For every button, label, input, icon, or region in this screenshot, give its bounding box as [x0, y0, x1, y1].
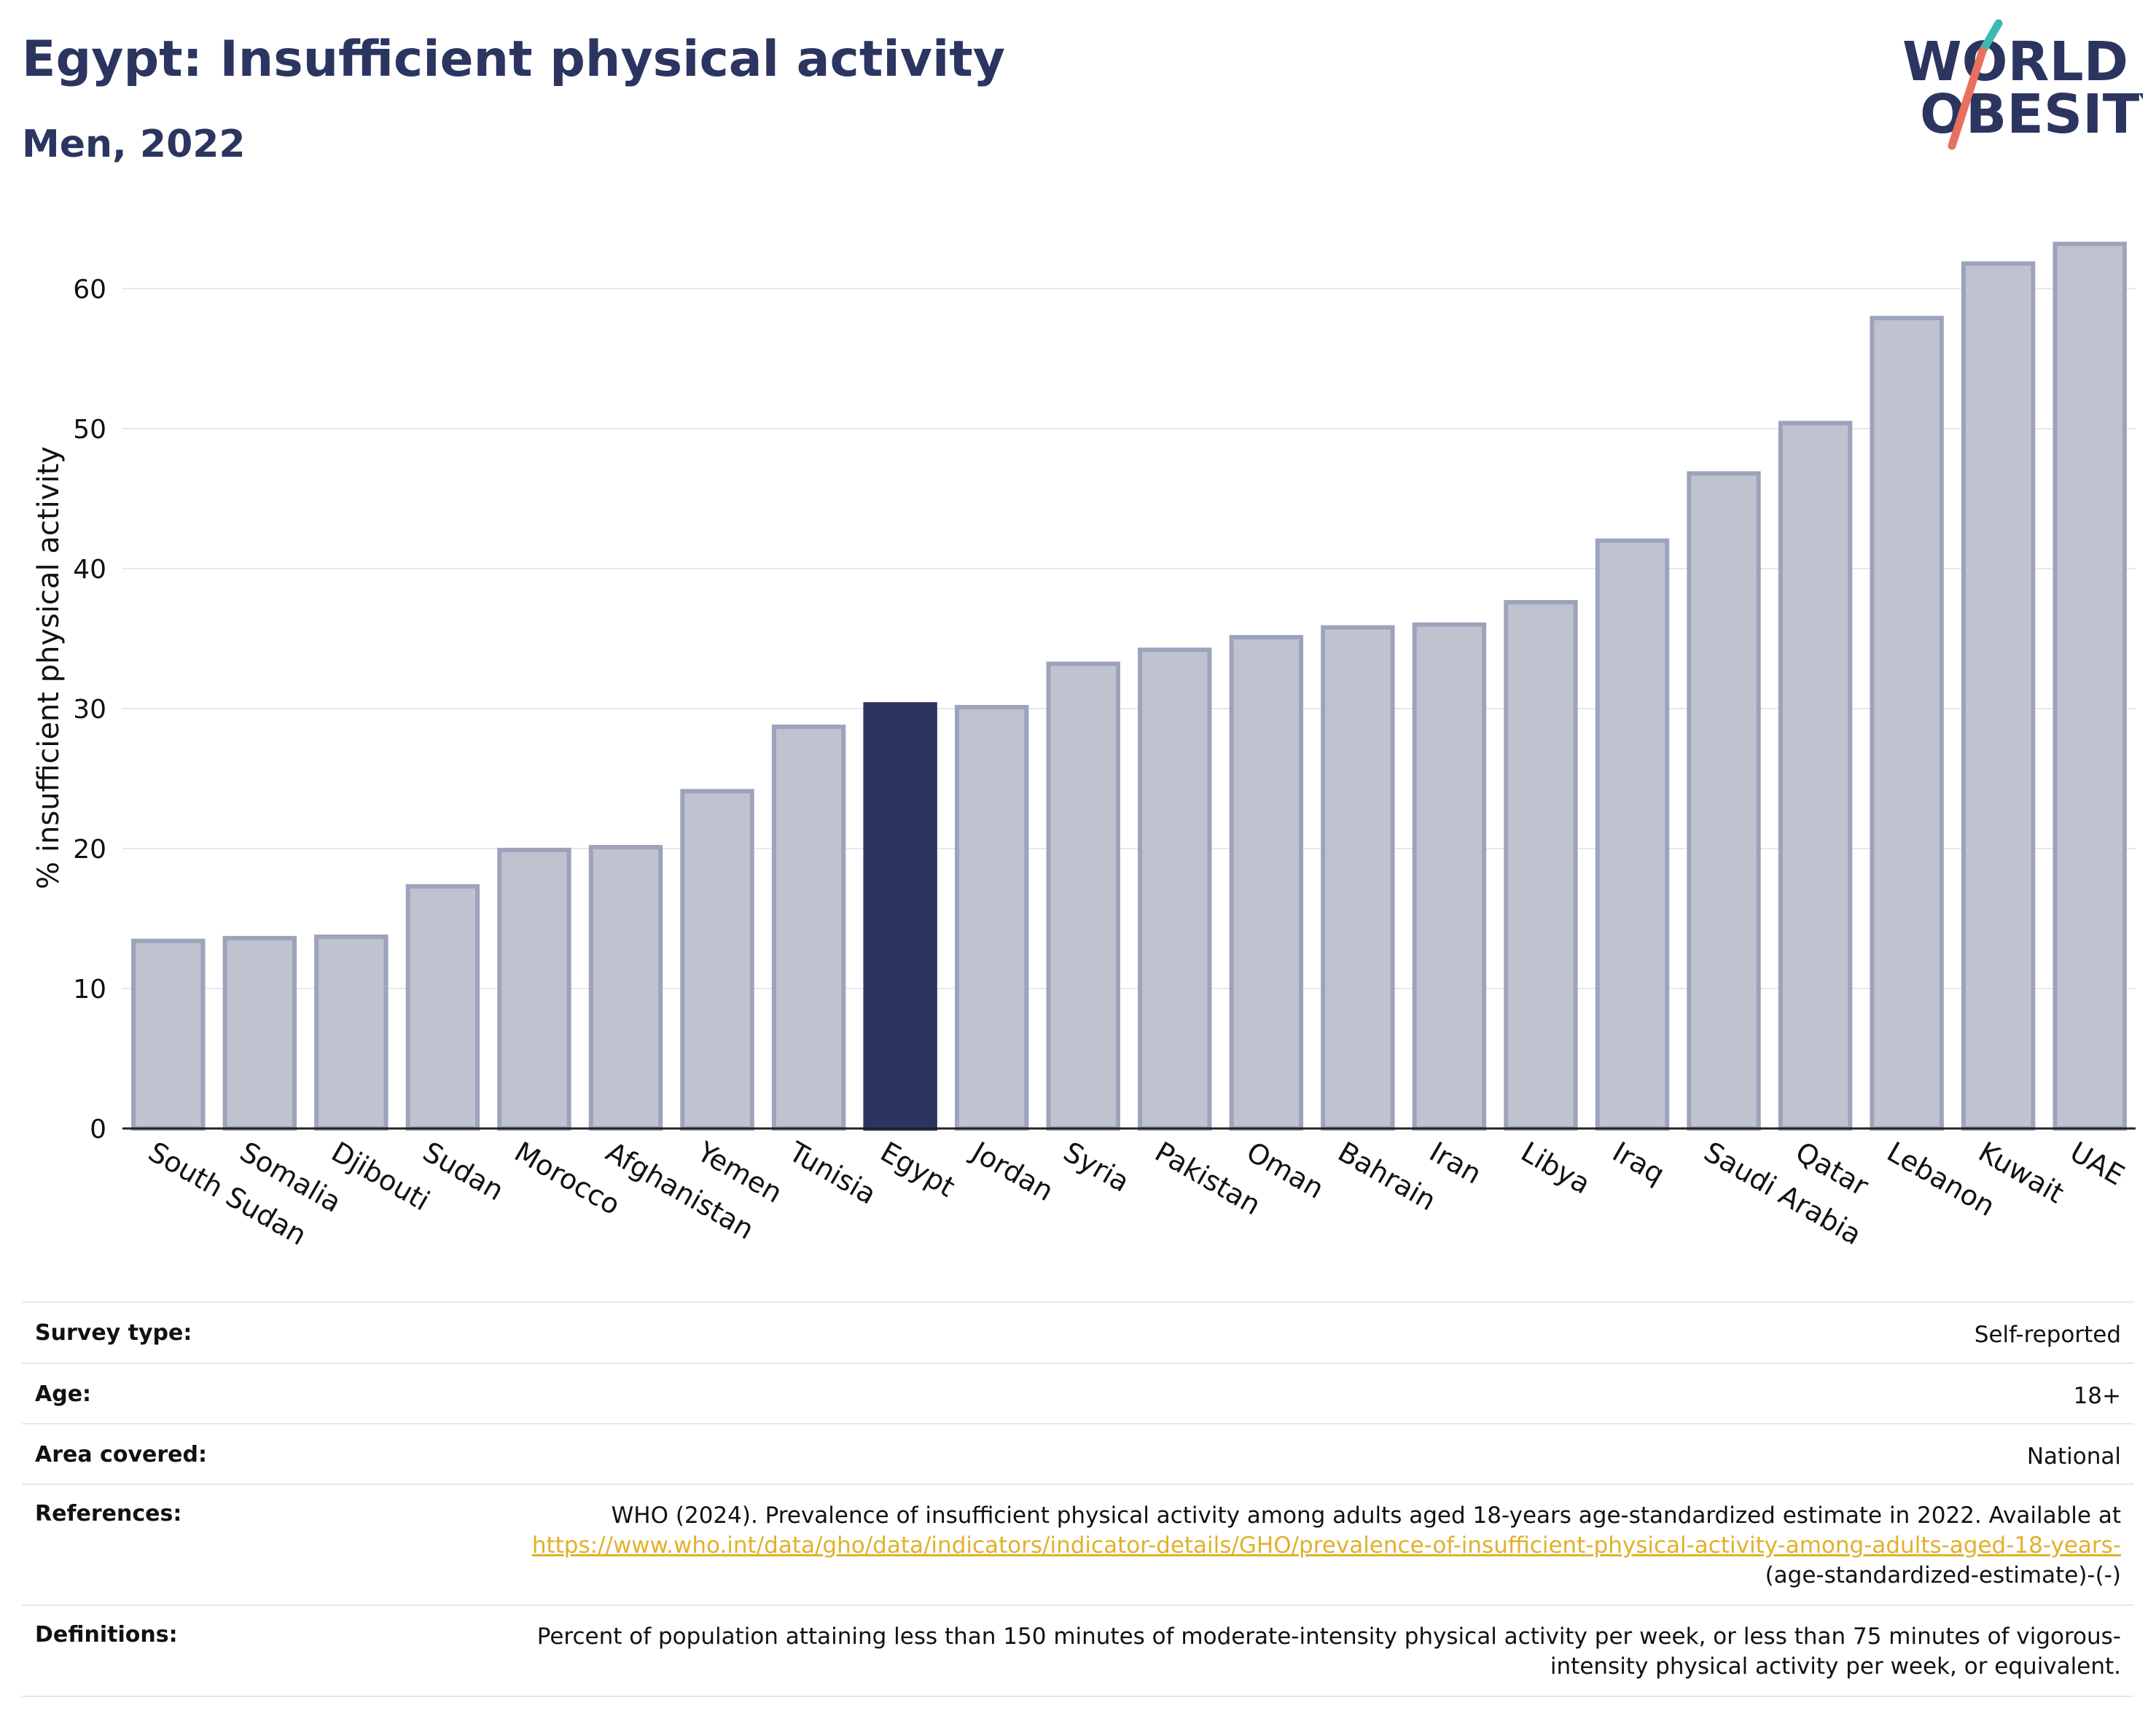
- y-tick-label: 50: [73, 415, 106, 445]
- logo-slash-coral: [1948, 47, 1987, 150]
- bar-libya: [1504, 600, 1578, 1131]
- page-title: Egypt: Insufficient physical activity: [22, 31, 1006, 88]
- meta-value: Percent of population attaining less tha…: [536, 1623, 2121, 1680]
- bar-somalia: [222, 935, 297, 1131]
- world-obesity-logo: WORLD OBESITY: [1902, 19, 2143, 150]
- bar-layer: [131, 241, 2127, 1131]
- bar-pakistan: [1138, 647, 1212, 1131]
- meta-row-survey-type: Survey type: Self-reported: [22, 1303, 2134, 1364]
- bar-bahrain: [1321, 625, 1395, 1131]
- reference-text: WHO (2024). Prevalence of insufficient p…: [611, 1502, 2121, 1529]
- bar-egypt: [863, 702, 937, 1131]
- meta-value: Self-reported: [1974, 1322, 2121, 1348]
- meta-value-references: WHO (2024). Prevalence of insufficient p…: [474, 1501, 2121, 1591]
- meta-label: References:: [35, 1501, 182, 1527]
- bar-lebanon: [1870, 316, 1944, 1131]
- meta-row-area-covered: Area covered: National: [22, 1424, 2134, 1485]
- bar-morocco: [497, 847, 571, 1131]
- x-tick-label: Iraq: [1607, 1136, 1670, 1190]
- bar-saudi-arabia: [1687, 471, 1761, 1131]
- metadata-table: Survey type: Self-reported Age: 18+ Area…: [22, 1301, 2134, 1697]
- reference-link[interactable]: https://www.who.int/data/gho/data/indica…: [531, 1532, 2121, 1559]
- y-axis-label: % insufficient physical activity: [32, 446, 66, 889]
- bar-qatar: [1778, 421, 1853, 1131]
- x-tick-label: Iran: [1424, 1136, 1487, 1190]
- bar-tunisia: [771, 724, 846, 1131]
- bar-kuwait: [1961, 261, 2036, 1131]
- y-tick-label: 0: [90, 1115, 106, 1145]
- x-tick-label: Djibouti: [326, 1136, 435, 1217]
- bar-djibouti: [314, 934, 388, 1131]
- meta-value: National: [2026, 1443, 2121, 1470]
- x-tick-label: Bahrain: [1332, 1136, 1441, 1217]
- bar-iran: [1412, 622, 1487, 1131]
- x-tick-label: Libya: [1515, 1136, 1595, 1201]
- page-subtitle: Men, 2022: [22, 122, 246, 166]
- x-tick-label: Egypt: [875, 1136, 961, 1204]
- x-tick-label: Jordan: [965, 1135, 1058, 1208]
- meta-label: Area covered:: [35, 1442, 207, 1467]
- meta-label: Survey type:: [35, 1320, 192, 1346]
- bar-yemen: [680, 789, 754, 1131]
- reference-suffix: (age-standardized-estimate)-(-): [1765, 1562, 2121, 1588]
- bar-jordan: [954, 705, 1029, 1131]
- x-tick-label: UAE: [2065, 1136, 2130, 1192]
- y-tick-label: 20: [73, 835, 106, 865]
- logo-slash-teal: [1978, 19, 2003, 55]
- meta-value: 18+: [2073, 1383, 2121, 1409]
- x-tick-label: Saudi Arabia: [1699, 1136, 1867, 1252]
- x-tick-label: Morocco: [509, 1136, 625, 1222]
- meta-row-age: Age: 18+: [22, 1364, 2134, 1424]
- y-tick-label: 30: [73, 695, 106, 725]
- meta-label: Definitions:: [35, 1622, 178, 1648]
- meta-label: Age:: [35, 1381, 92, 1407]
- bar-syria: [1046, 661, 1120, 1131]
- x-tick-label: Syria: [1058, 1136, 1135, 1198]
- bar-iraq: [1595, 538, 1670, 1131]
- bar-south-sudan: [131, 938, 206, 1131]
- x-tick-label: South Sudan: [143, 1136, 312, 1252]
- x-tick-label: Sudan: [418, 1136, 509, 1207]
- bar-oman: [1229, 635, 1304, 1131]
- y-tick-label: 40: [73, 555, 106, 585]
- y-tick-label: 60: [73, 275, 106, 305]
- bar-sudan: [405, 884, 480, 1131]
- x-tick-label: Tunisia: [783, 1135, 881, 1211]
- logo-line-1: WORLD: [1902, 31, 2128, 93]
- bar-afghanistan: [588, 845, 663, 1131]
- y-tick-label: 10: [73, 975, 106, 1005]
- meta-row-references: References: WHO (2024). Prevalence of in…: [22, 1485, 2134, 1606]
- x-tick-label: Pakistan: [1149, 1136, 1266, 1222]
- meta-row-definitions: Definitions: Percent of population attai…: [22, 1606, 2134, 1697]
- bar-uae: [2053, 241, 2127, 1131]
